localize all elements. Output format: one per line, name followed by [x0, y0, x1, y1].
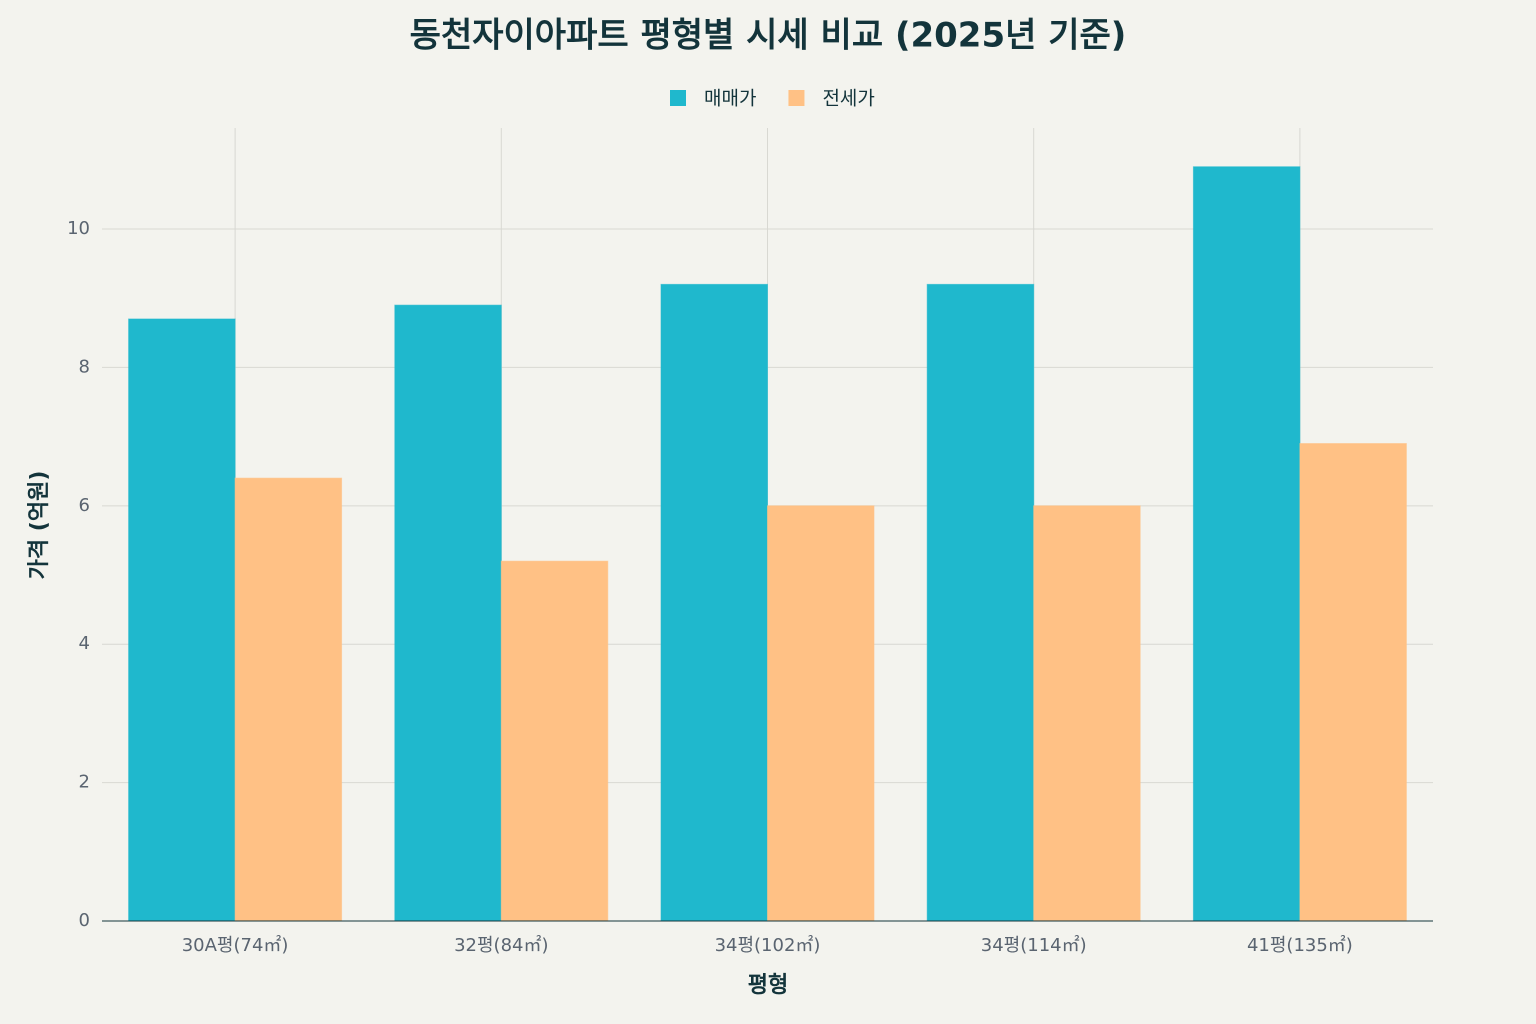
legend-label: 전세가 [822, 88, 874, 110]
bar [500, 560, 609, 922]
x-axis-title: 평형 [748, 973, 788, 998]
legend-swatch [670, 90, 686, 106]
y-axis-title: 가격 (억원) [27, 471, 52, 580]
bar [1299, 443, 1407, 922]
x-tick-label: 30A평(74㎡) [182, 934, 289, 956]
legend-label: 매매가 [704, 88, 756, 110]
y-tick-label: 6 [79, 495, 90, 516]
x-tick-label: 32평(84㎡) [454, 934, 548, 956]
bar [926, 283, 1035, 922]
x-tick-label: 34평(114㎡) [981, 934, 1087, 956]
y-tick-label: 8 [79, 356, 90, 377]
bar [660, 283, 769, 922]
x-tick-label: 34평(102㎡) [715, 934, 821, 956]
legend-swatch [788, 90, 805, 106]
bar [128, 318, 236, 922]
bar [1192, 166, 1301, 922]
bar [234, 477, 343, 922]
y-tick-label: 0 [79, 910, 90, 931]
x-tick-label: 41평(135㎡) [1247, 934, 1353, 956]
chart-title: 동천자이아파트 평형별 시세 비교 (2025년 기준) [410, 16, 1127, 56]
bar [767, 505, 875, 922]
bar [394, 304, 502, 922]
y-tick-label: 4 [79, 633, 90, 654]
y-tick-label: 2 [79, 772, 90, 793]
y-tick-label: 10 [67, 218, 90, 239]
bar [1033, 505, 1141, 922]
